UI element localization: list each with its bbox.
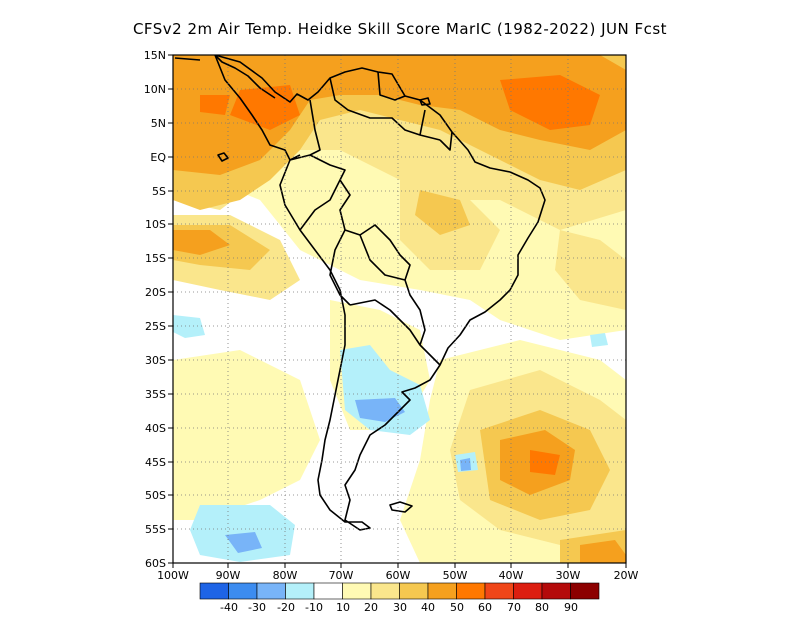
lat-labels: 15N 10N 5N EQ 5S 10S 15S 20S 25S 30S 35S… bbox=[144, 49, 167, 570]
lon-label: 50W bbox=[443, 569, 468, 582]
lon-label: 40W bbox=[499, 569, 524, 582]
lat-label: 40S bbox=[145, 422, 166, 435]
lat-label: 30S bbox=[145, 354, 166, 367]
colorbar-labels: -40 -30 -20 -10 10 20 30 40 50 60 70 80 … bbox=[220, 601, 578, 614]
lat-label: 60S bbox=[145, 557, 166, 570]
colorbar-label: 60 bbox=[478, 601, 492, 614]
colorbar-swatch bbox=[256, 582, 286, 600]
lon-label: 70W bbox=[329, 569, 354, 582]
colorbar-label: 20 bbox=[364, 601, 378, 614]
colorbar-swatch bbox=[370, 582, 400, 600]
trinidad bbox=[419, 97, 431, 106]
falklands bbox=[389, 501, 413, 513]
colorbar-swatch bbox=[313, 582, 343, 600]
lat-label: 15N bbox=[144, 49, 166, 62]
lat-label: EQ bbox=[150, 151, 166, 164]
colorbar-label: 30 bbox=[393, 601, 407, 614]
lat-label: 50S bbox=[145, 489, 166, 502]
colorbar-swatch bbox=[342, 582, 372, 600]
lat-label: 5N bbox=[151, 117, 166, 130]
colorbar-label: 50 bbox=[450, 601, 464, 614]
lon-labels: 100W 90W 80W 70W 60W 50W 40W 30W 20W bbox=[157, 569, 638, 582]
country-borders bbox=[289, 71, 453, 366]
colorbar-label: -20 bbox=[277, 601, 295, 614]
map-title: CFSv2 2m Air Temp. Heidke Skill Score Ma… bbox=[132, 20, 668, 38]
colorbar-label: -30 bbox=[248, 601, 266, 614]
lon-label: 90W bbox=[216, 569, 241, 582]
tick-marks bbox=[168, 54, 627, 568]
colorbar-label: -40 bbox=[220, 601, 238, 614]
colorbar-swatch bbox=[427, 582, 457, 600]
lat-label: 35S bbox=[145, 388, 166, 401]
shade-blue bbox=[225, 398, 471, 553]
colorbar bbox=[199, 582, 600, 600]
lat-label: 55S bbox=[145, 523, 166, 536]
colorbar-label: 80 bbox=[535, 601, 549, 614]
lat-label: 10N bbox=[144, 83, 166, 96]
colorbar-swatch bbox=[199, 582, 229, 600]
lat-label: 5S bbox=[152, 185, 166, 198]
lat-label: 25S bbox=[145, 320, 166, 333]
coastline-layer bbox=[174, 55, 546, 531]
lat-label: 15S bbox=[145, 252, 166, 265]
south-america-outline bbox=[214, 55, 546, 531]
colorbar-swatch bbox=[228, 582, 258, 600]
lon-label: 80W bbox=[273, 569, 298, 582]
colorbar-swatch bbox=[456, 582, 486, 600]
colorbar-swatch bbox=[513, 582, 543, 600]
colorbar-label: 40 bbox=[421, 601, 435, 614]
colorbar-swatch bbox=[570, 582, 600, 600]
lon-label: 60W bbox=[386, 569, 411, 582]
graticule bbox=[173, 55, 626, 563]
colorbar-swatch bbox=[484, 582, 514, 600]
colorbar-swatch bbox=[399, 582, 429, 600]
galapagos bbox=[217, 152, 229, 162]
colorbar-swatch bbox=[541, 582, 571, 600]
plot-frame bbox=[172, 54, 627, 564]
lat-label: 45S bbox=[145, 456, 166, 469]
colorbar-label: 70 bbox=[507, 601, 521, 614]
colorbar-label: -10 bbox=[305, 601, 323, 614]
shading-layer bbox=[173, 55, 626, 563]
lon-label: 30W bbox=[556, 569, 581, 582]
colorbar-label: 90 bbox=[564, 601, 578, 614]
lon-label: 20W bbox=[614, 569, 639, 582]
colorbar-label: 10 bbox=[336, 601, 350, 614]
lon-label: 100W bbox=[157, 569, 189, 582]
lat-label: 20S bbox=[145, 286, 166, 299]
lat-label: 10S bbox=[145, 218, 166, 231]
central-america bbox=[174, 55, 276, 99]
colorbar-swatch bbox=[285, 582, 315, 600]
